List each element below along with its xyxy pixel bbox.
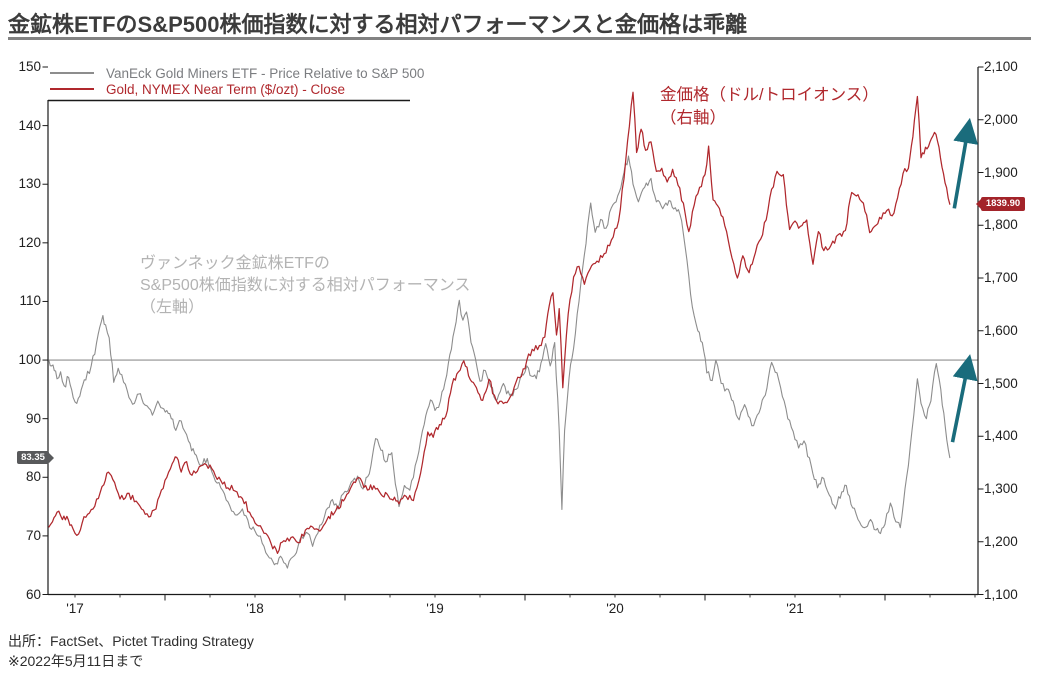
y-left-tick-label: 90: [25, 410, 41, 426]
etf-last-value-badge: 83.35: [17, 451, 54, 464]
page-title: 金鉱株ETFのS&P500株価指数に対する相対パフォーマンスと金価格は乖離: [8, 12, 748, 37]
y-right-tick-label: 1,900: [984, 164, 1018, 180]
annotation-gold-line2: （右軸）: [660, 109, 726, 127]
y-right-tick-label: 1,200: [984, 533, 1018, 549]
annotation-etf-line1: ヴァンネック金鉱株ETFの: [140, 255, 330, 272]
y-left-tick-label: 70: [25, 527, 41, 543]
annotation-etf-line3: （左軸）: [140, 299, 205, 316]
y-right-tick-label: 2,100: [984, 59, 1018, 74]
y-left-tick-label: 60: [25, 586, 41, 602]
gold-last-value-badge: 1839.90: [976, 197, 1025, 211]
y-right-tick-label: 1,300: [984, 481, 1018, 496]
x-tick-label: '17: [66, 601, 84, 616]
y-left-tick-label: 120: [18, 234, 41, 250]
y-left-tick-label: 110: [19, 293, 41, 309]
y-right-tick-label: 1,100: [984, 586, 1018, 602]
annotation-etf-relative: ヴァンネック金鉱株ETFの S&P500株価指数に対する相対パフォーマンス （左…: [140, 253, 470, 319]
y-right-tick-label: 1,800: [984, 217, 1018, 233]
y-left-tick-label: 140: [18, 117, 41, 133]
x-tick-label: '21: [786, 601, 804, 616]
gold-up-arrow: [952, 117, 979, 209]
y-left-tick-label: 130: [18, 176, 41, 192]
etf-relative-series-line: [48, 155, 951, 569]
y-right-tick-label: 1,700: [984, 270, 1018, 285]
y-left-tick-label: 150: [18, 59, 41, 74]
annotation-etf-line2: S&P500株価指数に対する相対パフォーマンス: [140, 277, 471, 294]
x-tick-label: '19: [426, 601, 444, 616]
legend-swatch-gold: [50, 88, 94, 90]
title-underline: [8, 37, 1031, 40]
y-left-tick-label: 80: [25, 469, 41, 485]
y-right-tick-label: 1,600: [984, 322, 1018, 338]
gold-series-line: [48, 91, 951, 555]
annotation-gold-price: 金価格（ドル/トロイオンス） （右軸）: [660, 84, 879, 130]
annotation-gold-line1: 金価格（ドル/トロイオンス）: [660, 86, 879, 104]
y-right-tick-label: 1,500: [984, 375, 1018, 391]
y-right-tick-label: 1,400: [984, 428, 1018, 444]
legend-swatch-etf: [50, 72, 94, 74]
legend-label-etf: VanEck Gold Miners ETF - Price Relative …: [106, 66, 425, 81]
y-right-tick-label: 2,000: [984, 111, 1018, 127]
y-left-tick-label: 100: [18, 352, 41, 368]
date-note: ※2022年5月11日まで: [8, 653, 144, 669]
x-tick-label: '20: [606, 601, 624, 616]
legend-label-gold: Gold, NYMEX Near Term ($/ozt) - Close: [106, 82, 346, 97]
x-tick-label: '18: [246, 601, 264, 616]
etf-up-arrow: [950, 354, 978, 443]
source-note: 出所：FactSet、Pictet Trading Strategy: [8, 633, 254, 649]
